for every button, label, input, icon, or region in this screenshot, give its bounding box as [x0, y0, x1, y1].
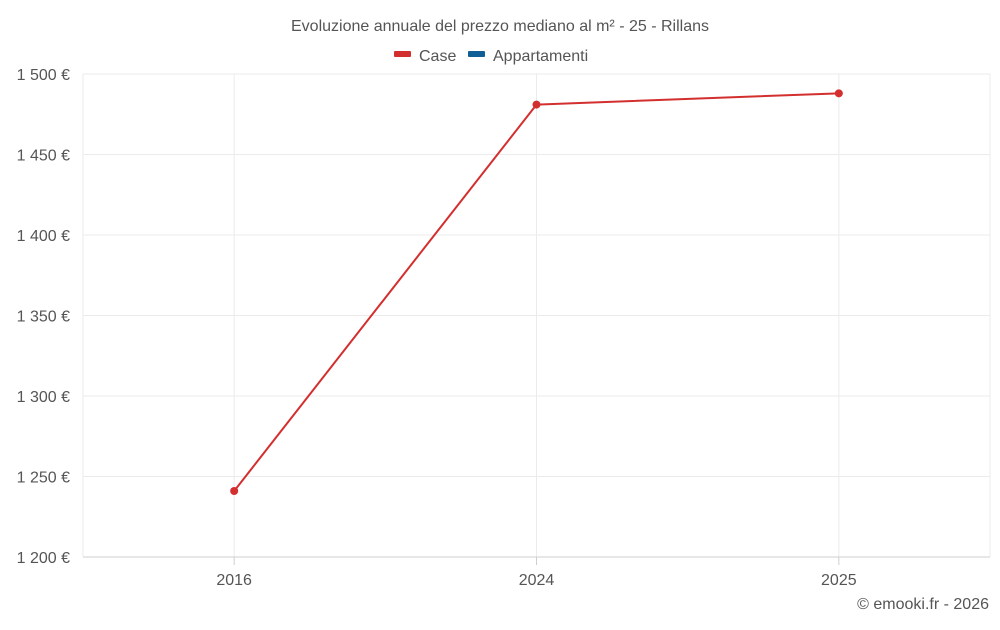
- y-tick-label: 1 350 €: [17, 309, 70, 326]
- y-tick-label: 1 250 €: [17, 470, 70, 487]
- tick-labels: 1 200 € 1 250 € 1 300 € 1 350 € 1 400 € 1 450…: [17, 67, 857, 589]
- y-tick-label: 1 300 €: [17, 389, 70, 406]
- grid: [82, 73, 991, 557]
- x-tick-label: 2016: [216, 572, 252, 589]
- chart-title: Evoluzione annuale del prezzo mediano al…: [291, 18, 709, 35]
- x-tick-label: 2025: [821, 572, 857, 589]
- legend-swatch-appartamenti: [468, 51, 485, 57]
- data-point[interactable]: [834, 89, 843, 98]
- y-tick-label: 1 400 €: [17, 228, 70, 245]
- legend-swatch-case: [394, 51, 411, 57]
- legend-label-appartamenti: Appartamenti: [493, 48, 588, 65]
- legend-item-appartamenti[interactable]: Appartamenti: [468, 48, 588, 65]
- legend-item-case[interactable]: Case: [394, 48, 456, 65]
- y-tick-label: 1 200 €: [17, 550, 70, 567]
- credit-label: © emooki.fr - 2026: [857, 596, 989, 613]
- data-point[interactable]: [532, 100, 541, 109]
- legend-label-case: Case: [419, 48, 456, 65]
- data-point[interactable]: [230, 486, 239, 495]
- x-tick-label: 2024: [519, 572, 555, 589]
- y-tick-label: 1 450 €: [17, 148, 70, 165]
- axes: [83, 556, 990, 565]
- legend: Case Appartamenti: [394, 48, 588, 65]
- series-layer: [230, 89, 843, 495]
- y-tick-label: 1 500 €: [17, 67, 70, 84]
